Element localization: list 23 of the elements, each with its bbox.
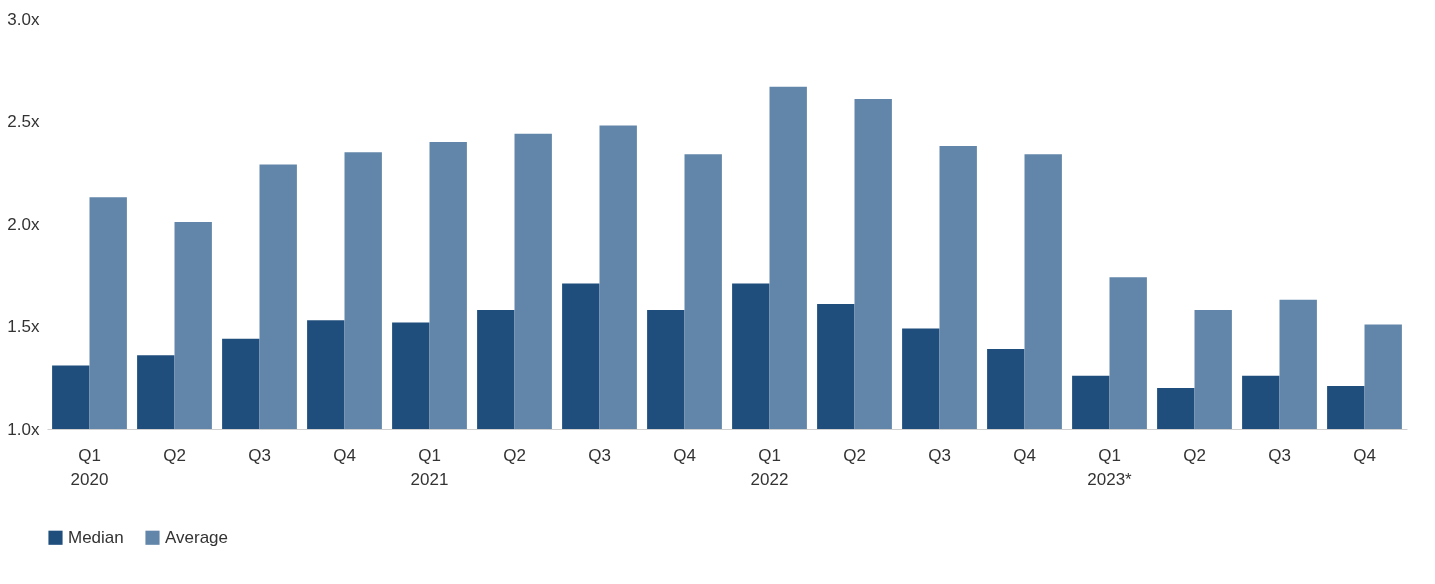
y-tick-label: 1.0x xyxy=(7,419,40,439)
x-tick-label: Q3 xyxy=(248,445,271,465)
x-tick-label: Q4 xyxy=(1353,445,1376,465)
x-tick-label: Q3 xyxy=(588,445,611,465)
x-tick-label: Q3 xyxy=(928,445,951,465)
x-tick-label: Q1 2022 xyxy=(750,445,789,489)
x-tick-label: Q1 2020 xyxy=(70,445,109,489)
y-tick-label: 3.0x xyxy=(7,9,40,29)
x-tick-label: Q4 xyxy=(673,445,696,465)
x-tick-label: Q2 xyxy=(843,445,866,465)
legend-label: Median xyxy=(68,527,124,547)
y-tick-label: 1.5x xyxy=(7,317,40,336)
x-tick-label: Q4 xyxy=(1013,445,1036,465)
legend-label: Average xyxy=(165,527,229,547)
x-tick-label: Q2 xyxy=(163,445,186,465)
x-tick-label: Q2 xyxy=(1183,445,1206,465)
x-tick-label: Q3 xyxy=(1268,445,1291,465)
x-tick-label: Q1 2021 xyxy=(410,445,449,489)
x-tick-label: Q1 2023* xyxy=(1087,445,1133,489)
y-tick-label: 2.5x xyxy=(7,112,40,131)
x-tick-label: Q2 xyxy=(503,445,526,465)
x-tick-label: Q4 xyxy=(333,445,356,465)
y-tick-label: 2.0x xyxy=(7,214,40,234)
